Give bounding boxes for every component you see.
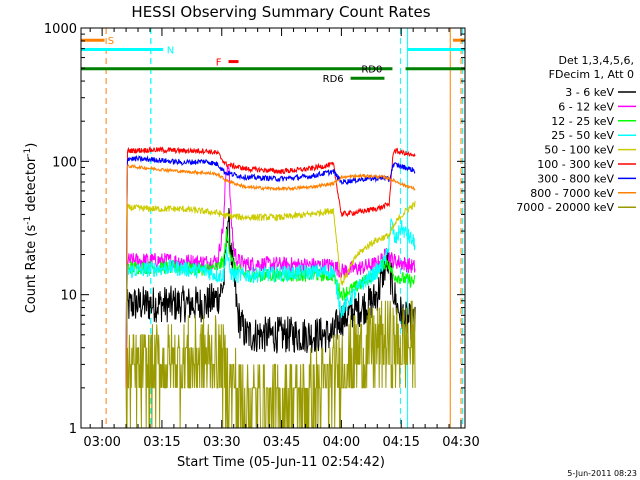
series-line bbox=[125, 154, 416, 389]
status-bar-label: RD6 bbox=[323, 74, 344, 85]
x-tick-label: 03:15 bbox=[143, 435, 180, 450]
status-bars: S N F RD0 RD6 bbox=[81, 36, 465, 85]
legend-label: 800 - 7000 keV bbox=[530, 187, 614, 200]
legend-label: 50 - 100 keV bbox=[544, 144, 614, 157]
series-line bbox=[125, 200, 416, 388]
y-axis-label-sup2: -1 bbox=[23, 148, 33, 157]
y-axis-label-mid: detector bbox=[24, 156, 39, 216]
y-axis-label-main: Count Rate (s bbox=[24, 225, 39, 314]
legend-title-1: Det 1,3,4,5,6, bbox=[558, 54, 634, 67]
status-bar-label: RD0 bbox=[361, 65, 382, 76]
legend-label: 7000 - 20000 keV bbox=[516, 201, 614, 214]
series-line bbox=[125, 218, 416, 383]
x-axis-label: Start Time (05-Jun-11 02:54:42) bbox=[177, 455, 385, 470]
y-tick-label: 10 bbox=[60, 289, 77, 304]
legend-label: 100 - 300 keV bbox=[537, 158, 614, 171]
status-bar-label: F bbox=[216, 58, 222, 69]
series-line bbox=[125, 300, 416, 428]
y-axis-label-sup1: -1 bbox=[23, 216, 33, 225]
legend-label: 300 - 800 keV bbox=[537, 172, 614, 185]
x-tick-label: 04:15 bbox=[382, 435, 419, 450]
x-tick-label: 03:00 bbox=[83, 435, 120, 450]
y-tick-label: 1 bbox=[69, 422, 77, 437]
status-bar-label: S bbox=[108, 36, 114, 47]
chart-title: HESSI Observing Summary Count Rates bbox=[131, 3, 430, 21]
series-line bbox=[125, 145, 416, 387]
series-line bbox=[125, 163, 416, 389]
y-axis-label-end: ) bbox=[24, 143, 39, 148]
legend-title-2: FDecim 1, Att 0 bbox=[549, 68, 634, 81]
legend: Det 1,3,4,5,6, FDecim 1, Att 0 3 - 6 keV… bbox=[516, 54, 636, 214]
x-tick-label: 04:30 bbox=[442, 435, 479, 450]
x-tick-label: 03:30 bbox=[203, 435, 240, 450]
y-tick-label: 100 bbox=[52, 155, 77, 170]
y-axis-ticks: 1 10 100 1000 bbox=[44, 22, 465, 437]
legend-label: 6 - 12 keV bbox=[558, 100, 614, 113]
x-axis-ticks: 03:00 03:15 03:30 03:45 04:00 04:15 04:30 bbox=[83, 28, 480, 450]
footer-date: 5-Jun-2011 08:23 bbox=[567, 469, 637, 478]
series-layer bbox=[125, 145, 416, 428]
legend-label: 12 - 25 keV bbox=[551, 115, 614, 128]
status-bar-label: N bbox=[167, 45, 174, 56]
y-axis-label: Count Rate (s-1 detector-1) bbox=[23, 143, 39, 314]
x-tick-label: 04:00 bbox=[323, 435, 360, 450]
x-tick-label: 03:45 bbox=[263, 435, 300, 450]
plot-frame bbox=[80, 27, 466, 429]
y-tick-label: 1000 bbox=[44, 22, 77, 37]
series-line bbox=[125, 207, 416, 383]
legend-label: 3 - 6 keV bbox=[565, 86, 614, 99]
legend-label: 25 - 50 keV bbox=[551, 129, 614, 142]
